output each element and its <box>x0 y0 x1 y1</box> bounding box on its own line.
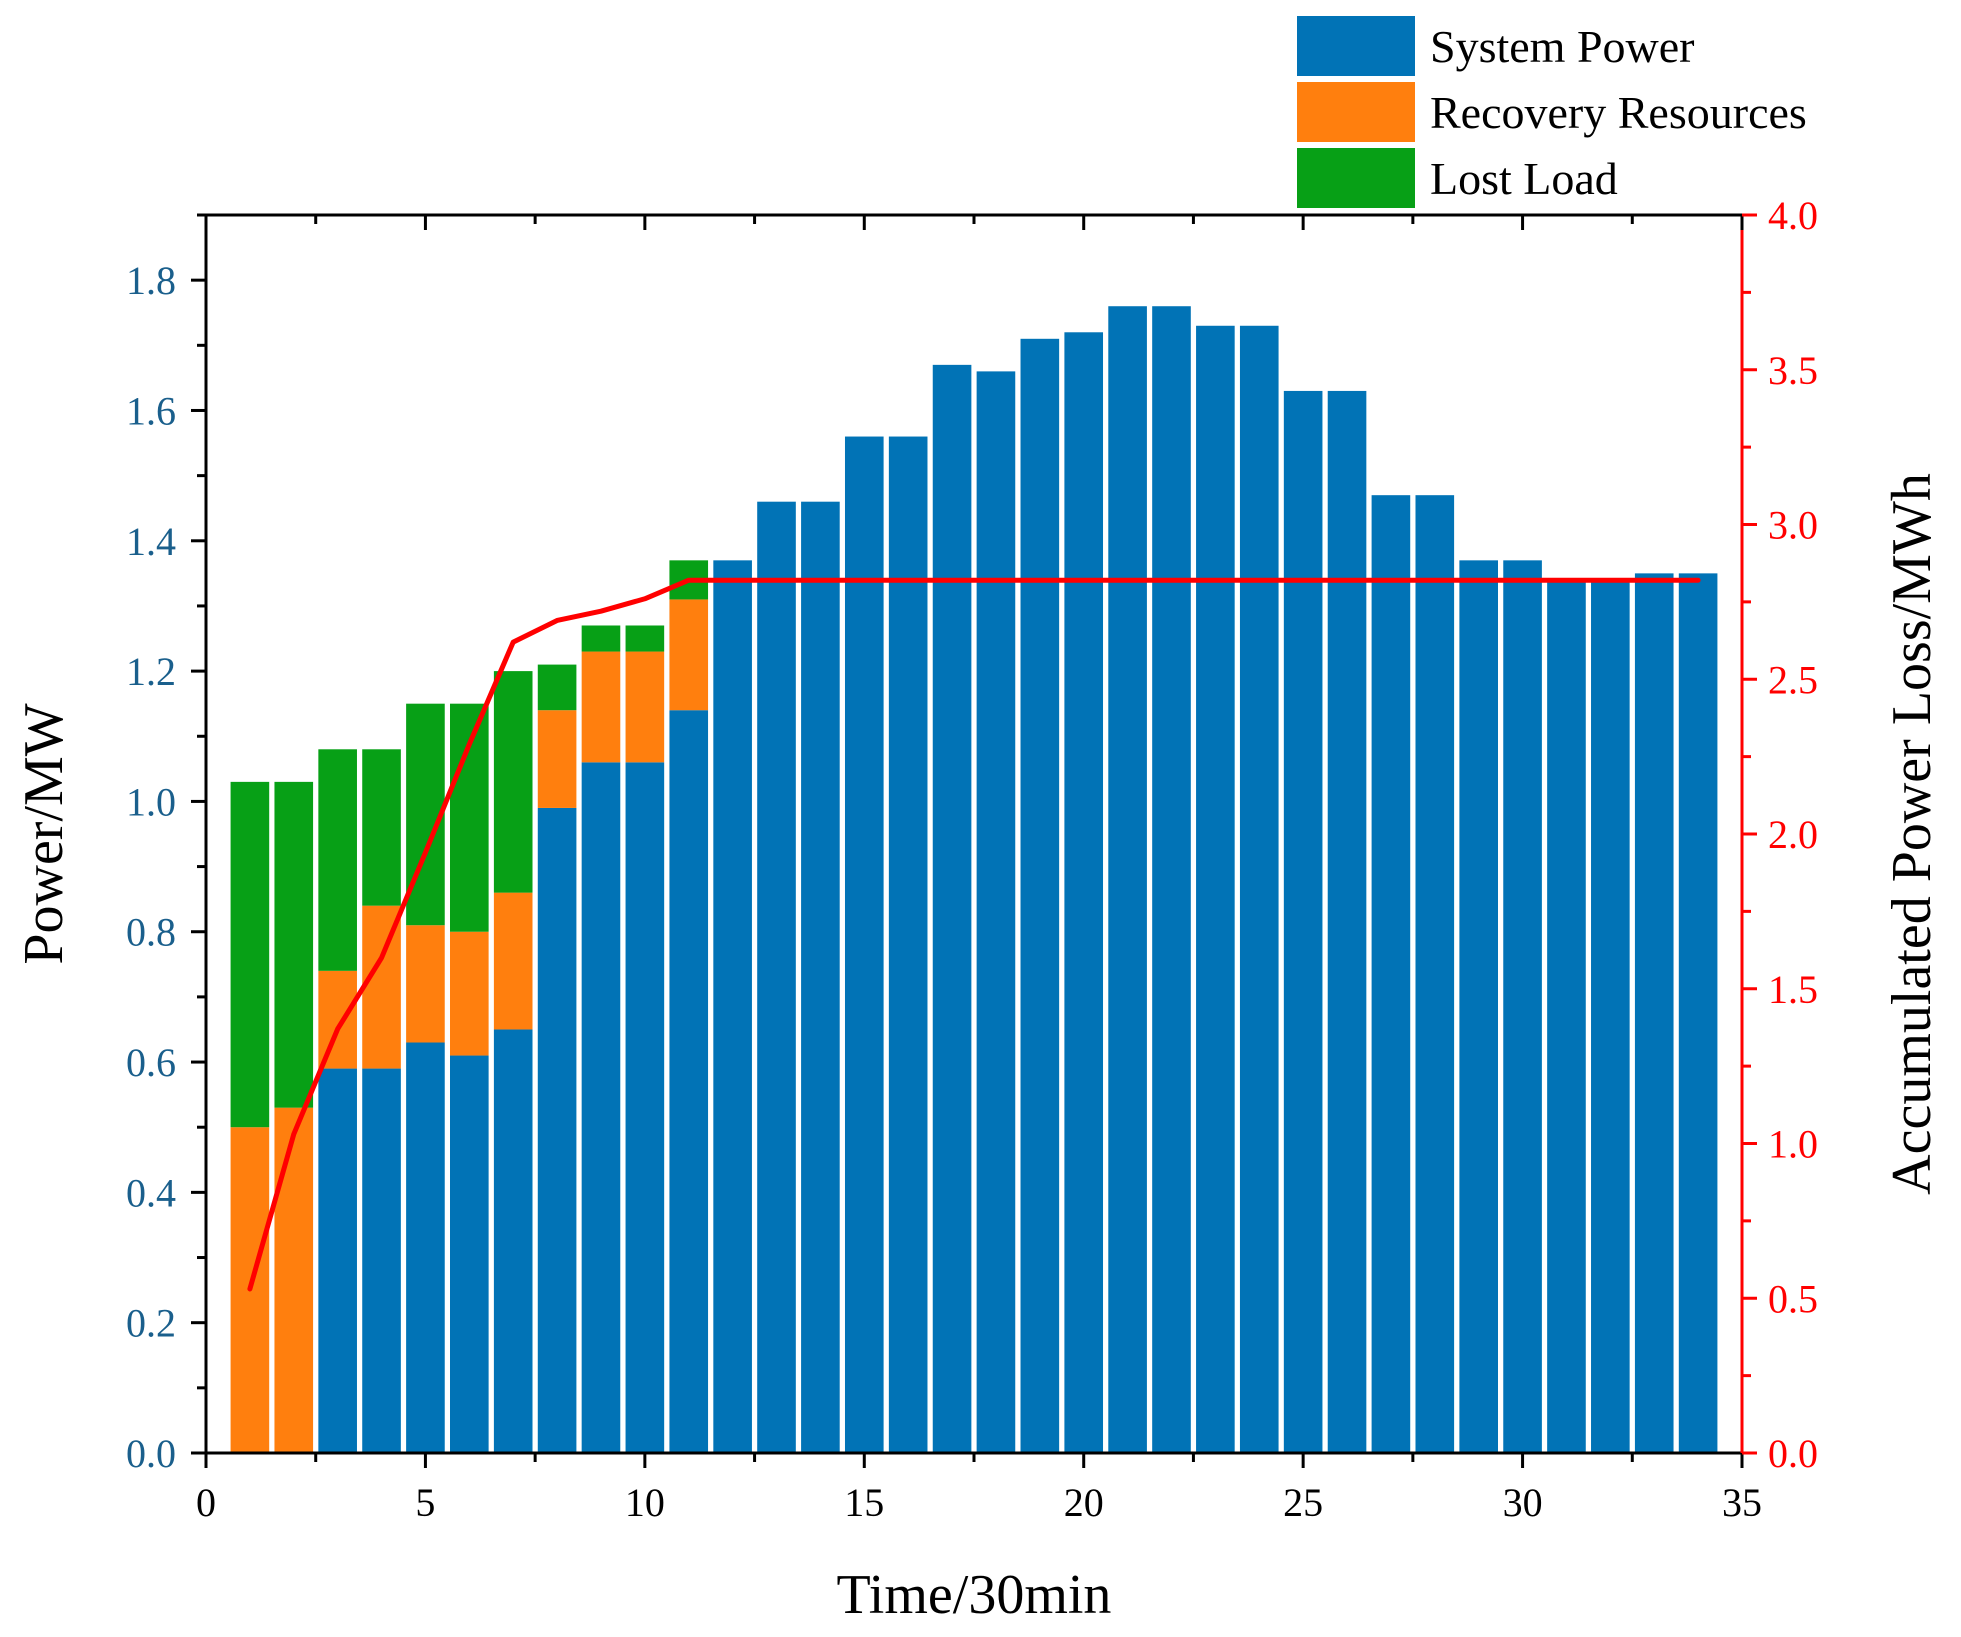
bar-lost-load-9 <box>581 625 621 652</box>
y-tick-label: 0.6 <box>126 1040 176 1085</box>
x-tick-label: 0 <box>196 1480 216 1525</box>
bar-lost-load-4 <box>362 749 401 906</box>
y2-tick-label: 2.0 <box>1768 812 1818 857</box>
bar-system-power-5 <box>406 1042 445 1453</box>
accumulated-power-loss-line <box>247 577 1701 1292</box>
bar-system-power-17 <box>932 364 972 1453</box>
bar-system-power-31 <box>1547 579 1586 1453</box>
bar-system-power-21 <box>1108 306 1147 1454</box>
bar-lost-load-2 <box>274 781 314 1108</box>
legend: System Power Recovery Resources Lost Load <box>1297 16 1807 208</box>
bar-system-power-20 <box>1064 332 1104 1453</box>
bar-lost-load-3 <box>318 749 357 971</box>
bar-system-power-32 <box>1591 579 1630 1453</box>
bar-system-power-24 <box>1239 325 1279 1453</box>
x-tick-label: 15 <box>844 1480 884 1525</box>
bar-system-power-22 <box>1152 306 1191 1454</box>
x-tick-label: 5 <box>415 1480 435 1525</box>
bar-system-power-30 <box>1503 560 1542 1453</box>
bar-recovery-resources-10 <box>625 651 665 763</box>
bar-system-power-13 <box>757 501 796 1453</box>
bar-system-power-27 <box>1371 495 1411 1453</box>
bar-recovery-resources-2 <box>274 1107 314 1453</box>
y2-tick-label: 2.5 <box>1768 657 1818 702</box>
bar-system-power-26 <box>1327 390 1367 1454</box>
bar-lost-load-10 <box>625 625 665 652</box>
bar-system-power-7 <box>493 1029 533 1453</box>
bar-system-power-18 <box>976 371 1016 1453</box>
bar-lost-load-8 <box>537 664 577 711</box>
y-tick-label: 0.4 <box>126 1170 176 1215</box>
bar-system-power-8 <box>537 807 577 1453</box>
bar-system-power-14 <box>801 501 840 1453</box>
x-tick-label: 35 <box>1722 1480 1762 1525</box>
y2-axis-title: Accumulated Power Loss/MWh <box>1881 473 1943 1195</box>
bar-recovery-resources-7 <box>493 892 533 1030</box>
bar-system-power-29 <box>1459 560 1498 1453</box>
legend-swatch-0 <box>1297 16 1415 76</box>
bar-system-power-16 <box>888 436 928 1453</box>
bar-system-power-3 <box>318 1068 357 1453</box>
bar-system-power-4 <box>362 1068 401 1453</box>
bar-recovery-resources-5 <box>406 925 445 1043</box>
legend-swatch-1 <box>1297 82 1415 142</box>
bar-system-power-33 <box>1634 573 1674 1453</box>
bar-system-power-19 <box>1020 338 1060 1453</box>
x-tick-label: 10 <box>625 1480 665 1525</box>
bar-system-power-9 <box>581 762 621 1453</box>
y-tick-label: 0.8 <box>126 910 176 955</box>
line-group <box>247 577 1701 1292</box>
y-tick-label: 1.0 <box>126 779 176 824</box>
bar-system-power-28 <box>1415 495 1455 1453</box>
bar-lost-load-1 <box>230 781 270 1128</box>
x-tick-label: 25 <box>1283 1480 1323 1525</box>
y2-tick-label: 0.5 <box>1768 1276 1818 1321</box>
y-tick-label: 1.2 <box>126 649 176 694</box>
bar-system-power-10 <box>625 762 665 1453</box>
y2-tick-label: 1.5 <box>1768 967 1818 1012</box>
bar-recovery-resources-3 <box>318 970 357 1069</box>
legend-label-0: System Power <box>1430 21 1695 72</box>
bar-system-power-12 <box>713 560 752 1453</box>
legend-swatch-2 <box>1297 148 1415 208</box>
y2-tick-label: 3.5 <box>1768 348 1818 393</box>
x-tick-label: 30 <box>1503 1480 1543 1525</box>
legend-label-1: Recovery Resources <box>1430 87 1807 138</box>
y-tick-label: 0.2 <box>126 1301 176 1346</box>
bars-group <box>230 306 1718 1454</box>
bar-recovery-resources-9 <box>581 651 621 763</box>
bar-system-power-34 <box>1678 573 1718 1453</box>
x-tick-label: 20 <box>1064 1480 1104 1525</box>
bar-system-power-25 <box>1283 390 1323 1454</box>
y2-tick-label: 1.0 <box>1768 1122 1818 1167</box>
y-tick-label: 1.4 <box>126 519 176 564</box>
bar-system-power-15 <box>844 436 884 1453</box>
y-tick-label: 1.8 <box>126 258 176 303</box>
legend-label-2: Lost Load <box>1430 153 1618 204</box>
axes-group: 0 5 10 15 20 25 30 350.00.20.40.60.81.01.21.41.… <box>126 193 1818 1525</box>
bar-recovery-resources-11 <box>669 599 709 711</box>
bar-lost-load-6 <box>450 703 489 932</box>
y-axis-title: Power/MW <box>13 703 75 964</box>
bar-system-power-11 <box>669 710 709 1453</box>
bar-system-power-6 <box>450 1055 489 1453</box>
y2-tick-label: 3.0 <box>1768 503 1818 548</box>
y-tick-label: 1.6 <box>126 388 176 433</box>
bar-lost-load-7 <box>493 671 533 893</box>
bar-system-power-23 <box>1196 325 1235 1453</box>
x-axis-title: Time/30min <box>837 1564 1112 1626</box>
y2-tick-label: 4.0 <box>1768 193 1818 238</box>
bar-recovery-resources-6 <box>450 931 489 1056</box>
y2-tick-label: 0.0 <box>1768 1431 1818 1476</box>
y-tick-label: 0.0 <box>126 1431 176 1476</box>
bar-recovery-resources-8 <box>537 710 577 808</box>
